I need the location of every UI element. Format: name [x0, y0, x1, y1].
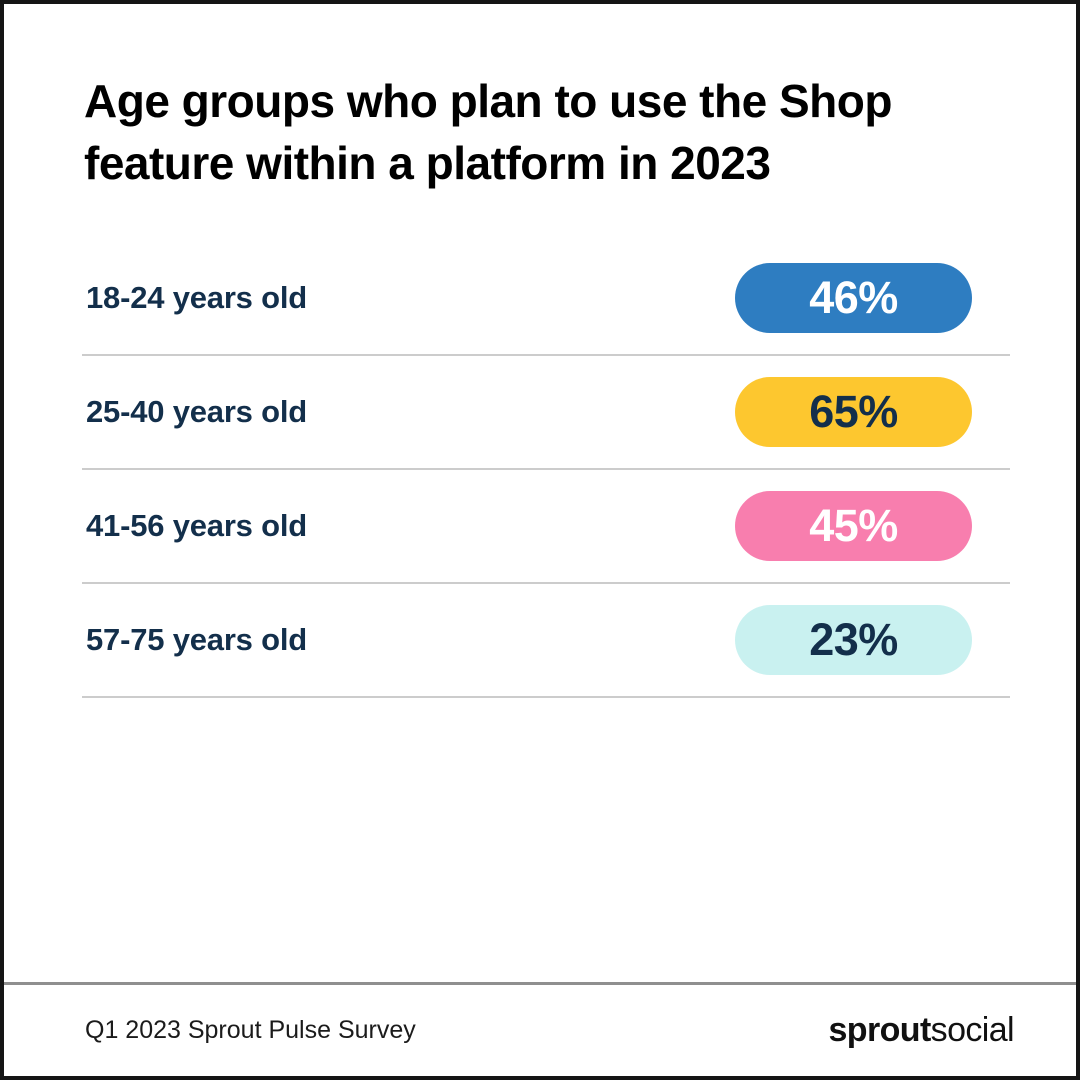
age-group-label: 57-75 years old: [86, 622, 308, 657]
age-group-label: 41-56 years old: [86, 508, 308, 543]
age-group-row: 18-24 years old 46%: [82, 242, 1010, 356]
sproutsocial-logo: sproutsocial: [829, 1011, 1015, 1050]
source-text: Q1 2023 Sprout Pulse Survey: [85, 1016, 416, 1044]
footer: Q1 2023 Sprout Pulse Survey sproutsocial: [4, 985, 1076, 1076]
logo-sprout-text: sprout: [828, 1011, 932, 1049]
age-group-label: 18-24 years old: [86, 280, 308, 315]
age-group-row: 25-40 years old 65%: [82, 356, 1010, 470]
age-group-list: 18-24 years old 46% 25-40 years old 65% …: [82, 242, 1010, 698]
percentage-pill: 45%: [735, 491, 972, 561]
page-title: Age groups who plan to use the Shop feat…: [84, 70, 1014, 194]
age-group-row: 41-56 years old 45%: [82, 470, 1010, 584]
percentage-pill: 46%: [735, 263, 972, 333]
percentage-pill: 65%: [735, 377, 972, 447]
percentage-pill: 23%: [735, 605, 972, 675]
title-line-2: feature within a platform in 2023: [84, 137, 771, 189]
age-group-row: 57-75 years old 23%: [82, 584, 1010, 698]
title-line-1: Age groups who plan to use the Shop: [84, 75, 892, 127]
footer-divider: [4, 982, 1076, 985]
logo-social-text: social: [930, 1011, 1015, 1049]
age-group-label: 25-40 years old: [86, 394, 308, 429]
